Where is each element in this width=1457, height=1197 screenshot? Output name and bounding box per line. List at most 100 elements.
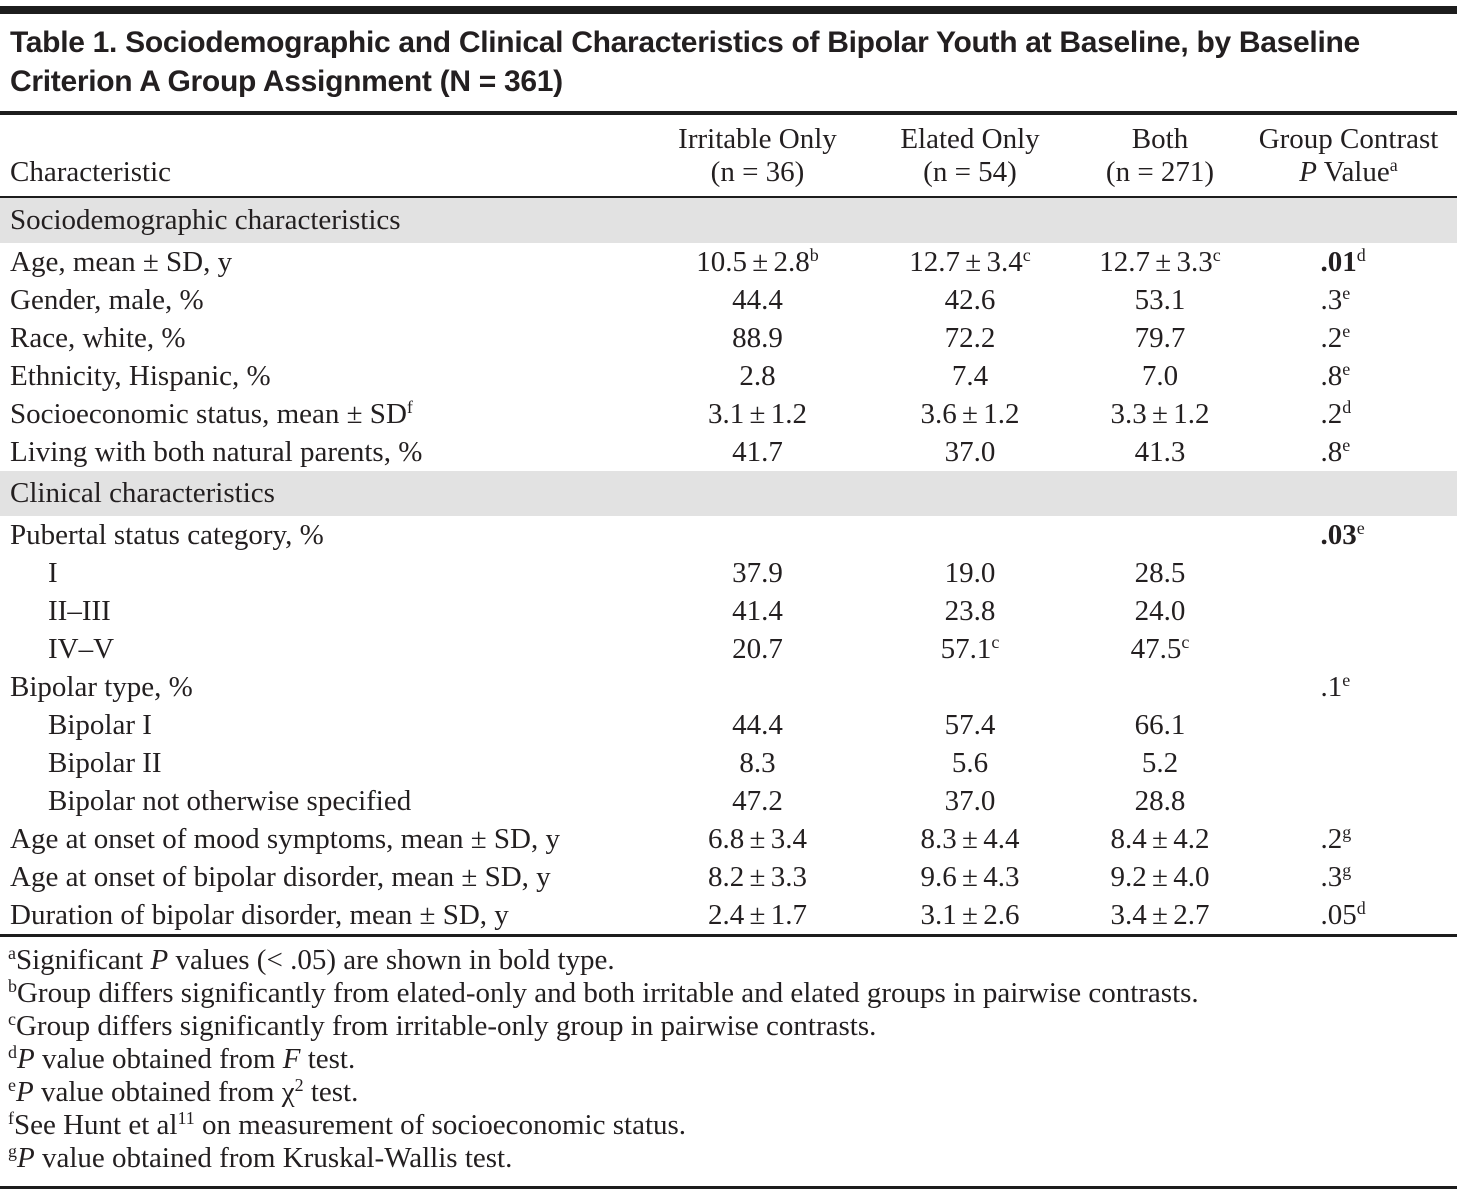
- cell-value: 3.6 ± 1.2: [920, 398, 1020, 430]
- cell-elated-only: 7.4: [870, 357, 1070, 395]
- cell-value: 8.3 ± 4.4: [920, 823, 1020, 855]
- col-header-line2: (n = 54): [923, 156, 1017, 188]
- cell-elated-only: 57.1c: [870, 630, 1070, 668]
- cell-value: 12.7 ± 3.4: [909, 246, 1023, 278]
- p-value: .2d: [1320, 397, 1352, 430]
- cell-characteristic: Bipolar not otherwise specified: [48, 785, 412, 817]
- footnote-text: value obtained from Kruskal-Wallis test.: [34, 1142, 513, 1174]
- superscript-marker: f: [406, 397, 413, 418]
- cell-value: 41.4: [732, 595, 783, 627]
- cell-irritable-only: 3.1 ± 1.2: [645, 395, 870, 433]
- cell-value: 6.8 ± 3.4: [708, 823, 807, 855]
- cell-irritable-only: 41.4: [645, 592, 870, 630]
- cell-value: 41.3: [1134, 436, 1186, 468]
- cell-elated-only: [870, 668, 1070, 706]
- cell-p-value: .1e: [1250, 668, 1447, 706]
- table-row: Age at onset of mood symptoms, mean ± SD…: [0, 820, 1457, 858]
- cell-characteristic: Age, mean ± SD, y: [10, 246, 233, 278]
- superscript-marker: e: [1342, 670, 1351, 691]
- table-row: Socioeconomic status, mean ± SDf 3.1 ± 1.…: [0, 395, 1457, 433]
- cell-both: 53.1: [1070, 281, 1250, 319]
- cell-value: 7.4: [951, 360, 989, 392]
- p-value: .8e: [1320, 359, 1351, 392]
- table-row: Race, white, % 88.9 72.2 79.7 .2e: [0, 319, 1457, 357]
- cell-irritable-only: [645, 668, 870, 706]
- col-header-line2: (n = 271): [1105, 156, 1215, 188]
- cell-value: 9.2 ± 4.0: [1110, 861, 1210, 893]
- table-row: I 37.9 19.0 28.5: [0, 554, 1457, 592]
- p-value: .01d: [1320, 245, 1366, 278]
- cell-both: 28.5: [1070, 554, 1250, 592]
- cell-value: 5.2: [1141, 747, 1179, 779]
- cell-characteristic: IV–V: [48, 633, 115, 665]
- cell-value: 2.4 ± 1.7: [708, 899, 807, 931]
- footnote-text: value obtained from χ: [33, 1076, 295, 1108]
- table-row: Bipolar I 44.4 57.4 66.1: [0, 706, 1457, 744]
- footnote-text: test.: [300, 1043, 356, 1075]
- header-bottom-rule: [0, 196, 1457, 198]
- cell-characteristic: Bipolar II: [48, 747, 162, 779]
- cell-value: 88.9: [732, 322, 783, 354]
- p-value: .8e: [1320, 435, 1351, 468]
- cell-irritable-only: 2.8: [645, 357, 870, 395]
- cell-value: 41.7: [732, 436, 783, 468]
- cell-elated-only: 3.1 ± 2.6: [870, 896, 1070, 934]
- cell-characteristic: Living with both natural parents, %: [10, 436, 423, 468]
- body-bottom-rule: [0, 934, 1457, 937]
- superscript-marker: c: [991, 632, 1000, 653]
- cell-value: 3.4 ± 2.7: [1110, 899, 1210, 931]
- cell-p-value: [1250, 782, 1447, 820]
- table-row: Gender, male, % 44.4 42.6 53.1 .3e: [0, 281, 1457, 319]
- table-title: Table 1. Sociodemographic and Clinical C…: [10, 26, 1360, 98]
- superscript-marker: e: [1356, 518, 1365, 539]
- superscript-marker: e: [1342, 359, 1351, 380]
- cell-both: 28.8: [1070, 782, 1250, 820]
- superscript-marker: d: [1356, 245, 1366, 266]
- cell-elated-only: 37.0: [870, 782, 1070, 820]
- cell-p-value: [1250, 554, 1447, 592]
- cell-value: 57.1: [940, 633, 992, 665]
- section-header-label: Sociodemographic characteristics: [10, 204, 401, 236]
- cell-value: 23.8: [944, 595, 996, 627]
- cell-irritable-only: [645, 516, 870, 554]
- footnote-text: values (< .05) are shown in bold type.: [168, 944, 615, 976]
- p-italic: P: [1299, 156, 1317, 188]
- cell-irritable-only: 8.2 ± 3.3: [645, 858, 870, 896]
- cell-p-value: [1250, 706, 1447, 744]
- cell-irritable-only: 88.9: [645, 319, 870, 357]
- section-header-label: Clinical characteristics: [10, 477, 275, 509]
- cell-irritable-only: 10.5 ± 2.8b: [645, 243, 870, 281]
- cell-irritable-only: 41.7: [645, 433, 870, 471]
- cell-value: 47.5: [1130, 633, 1182, 665]
- superscript-marker: d: [1342, 397, 1352, 418]
- cell-elated-only: 37.0: [870, 433, 1070, 471]
- cell-irritable-only: 8.3: [645, 744, 870, 782]
- cell-elated-only: 5.6: [870, 744, 1070, 782]
- cell-value: 24.0: [1134, 595, 1186, 627]
- superscript-marker: b: [809, 245, 819, 266]
- col-header-group-contrast: Group Contrast P Valuea: [1250, 123, 1447, 189]
- cell-p-value: .2g: [1250, 820, 1447, 858]
- cell-both: 24.0: [1070, 592, 1250, 630]
- p-value: .3g: [1320, 860, 1352, 893]
- cell-characteristic: Socioeconomic status, mean ± SDf: [10, 397, 413, 430]
- cell-both: [1070, 516, 1250, 554]
- superscript-marker: c: [1022, 245, 1031, 266]
- footnote-text: value obtained from: [34, 1043, 283, 1075]
- p-value: .2e: [1320, 321, 1351, 354]
- cell-value: 8.3: [739, 747, 776, 779]
- cell-value: 20.7: [732, 633, 783, 665]
- footnote-text: test.: [303, 1076, 359, 1108]
- cell-value: 37.0: [944, 436, 996, 468]
- cell-elated-only: 19.0: [870, 554, 1070, 592]
- col-header-line1: Elated Only: [900, 123, 1040, 155]
- column-header-row: Characteristic Irritable Only (n = 36) E…: [0, 115, 1457, 196]
- footnote-italic-text: F: [282, 1043, 301, 1075]
- cell-p-value: .8e: [1250, 433, 1447, 471]
- cell-characteristic: I: [48, 557, 58, 589]
- cell-p-value: .01d: [1250, 243, 1447, 281]
- cell-value: 42.6: [944, 284, 996, 316]
- superscript-marker: a: [8, 943, 16, 964]
- cell-irritable-only: 47.2: [645, 782, 870, 820]
